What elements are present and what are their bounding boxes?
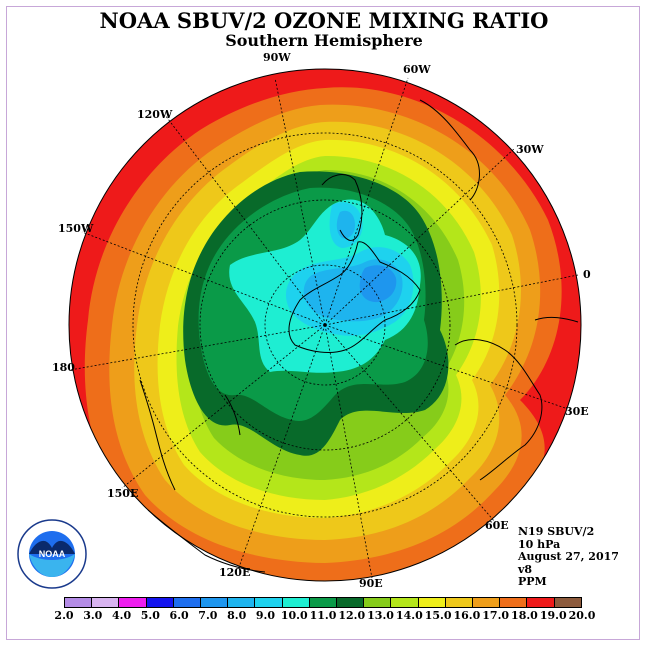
colorbar-tick-label: 18.0: [511, 609, 538, 622]
map-rim: [68, 68, 582, 582]
colorbar-segment: [445, 598, 474, 607]
colorbar-tick-label: 17.0: [482, 609, 510, 622]
colorbar-tick-label: 2.0: [54, 609, 74, 622]
lon-label-60e: 60E: [485, 519, 509, 532]
lon-label-90e: 90E: [359, 577, 383, 590]
version-label: v8: [518, 562, 533, 576]
lon-label-30w: 30W: [516, 143, 544, 156]
lon-label-60w: 60W: [403, 63, 431, 76]
lon-label-30e: 30E: [565, 405, 589, 418]
colorbar-tick-label: 13.0: [367, 609, 394, 622]
lon-label-120w: 120W: [137, 108, 173, 121]
lon-label-150w: 150W: [58, 222, 94, 235]
colorbar-segment: [92, 598, 120, 607]
colorbar-segment: [364, 598, 392, 607]
colorbar-segment: [119, 598, 147, 607]
lon-label-180: 180: [52, 361, 75, 374]
date-label: August 27, 2017: [518, 550, 619, 563]
colorbar-tick-label: 16.0: [453, 609, 481, 622]
colorbar-tick-label: 19.0: [539, 609, 567, 622]
colorbar-ticks: 2.0 3.0 4.0 5.0 6.0 7.0 8.0 9.0 10.0 11.0 12.0 13.0…: [54, 609, 595, 623]
logo-text: NOAA: [39, 549, 66, 559]
colorbar-segment: [173, 598, 202, 607]
ozone-band-8b: [336, 210, 355, 239]
colorbar-segment: [228, 598, 256, 607]
colorbar-segment: [391, 598, 419, 607]
colorbar-tick-label: 11.0: [309, 609, 337, 622]
colorbar-segment: [282, 598, 310, 607]
colorbar-segment: [255, 598, 283, 607]
colorbar-segment: [337, 598, 365, 607]
lon-label-150e: 150E: [107, 487, 139, 500]
graticule: [69, 77, 579, 579]
colorbar-tick-label: 20.0: [568, 609, 596, 622]
level-label: 10 hPa: [518, 537, 561, 551]
noaa-logo-icon: NOAA: [17, 519, 87, 589]
page-subtitle: Southern Hemisphere: [225, 31, 423, 50]
colorbar-tick-label: 8.0: [227, 609, 247, 622]
colorbar-segment: [309, 598, 338, 607]
colorbar-segment: [146, 598, 174, 607]
colorbar: [64, 597, 582, 608]
colorbar-tick-label: 9.0: [255, 609, 276, 622]
satellite-label: N19 SBUV/2: [518, 525, 595, 538]
colorbar-segment: [554, 598, 581, 607]
metadata-block: N19 SBUV/2 10 hPa August 27, 2017 v8 PPM: [518, 525, 619, 589]
colorbar-tick-label: 14.0: [395, 609, 423, 622]
colorbar-tick-label: 7.0: [198, 609, 218, 622]
lon-label-120e: 120E: [219, 566, 251, 579]
colorbar-tick-label: 3.0: [83, 609, 103, 622]
lon-label-90w: 90W: [263, 51, 291, 64]
colorbar-segment: [418, 598, 446, 607]
colorbar-segment: [473, 598, 501, 607]
ozone-band-7: [359, 265, 397, 303]
colorbar-tick-label: 10.0: [280, 609, 308, 622]
colorbar-segment: [65, 598, 93, 607]
lon-label-0: 0: [583, 268, 591, 281]
colorbar-tick-label: 12.0: [338, 609, 366, 622]
colorbar-tick-label: 15.0: [424, 609, 452, 622]
colorbar-segment: [500, 598, 528, 607]
page-title: NOAA SBUV/2 OZONE MIXING RATIO: [99, 8, 549, 33]
colorbar-segment: [201, 598, 229, 607]
colorbar-tick-label: 6.0: [169, 609, 189, 622]
colorbar-segment: [527, 598, 555, 607]
colorbar-tick-label: 4.0: [111, 609, 132, 622]
units-label: PPM: [518, 575, 547, 588]
figure-frame: [6, 6, 640, 640]
colorbar-tick-label: 5.0: [140, 609, 160, 622]
